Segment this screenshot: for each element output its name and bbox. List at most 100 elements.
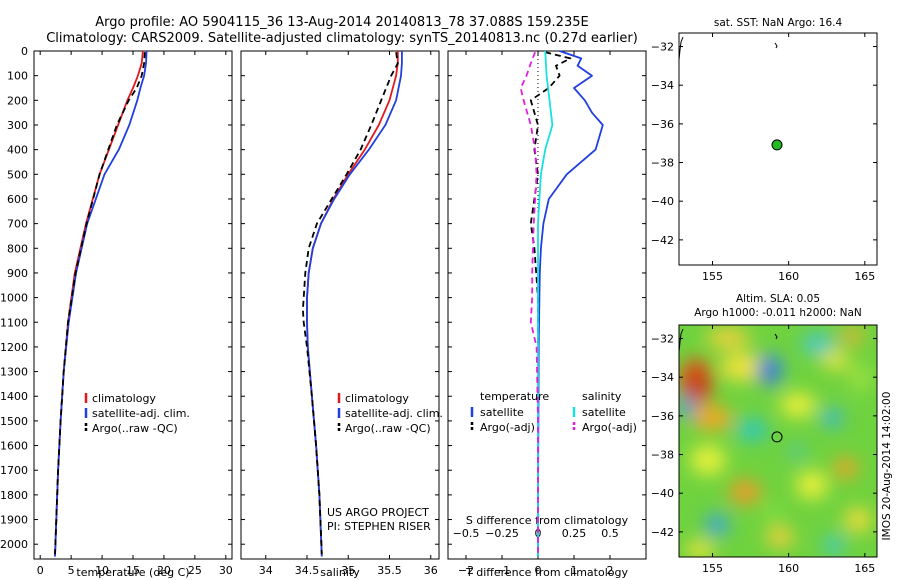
depth-tick-label: 200 bbox=[7, 94, 28, 107]
salinity-x-tick-label: 35.5 bbox=[377, 564, 402, 577]
series-lines bbox=[54, 50, 604, 557]
depth-tick-label: 1400 bbox=[0, 390, 28, 403]
depth-tick-label: 900 bbox=[7, 267, 28, 280]
depth-tick-label: 300 bbox=[7, 119, 28, 132]
diff-series-salinity-satellite bbox=[537, 50, 554, 557]
temperature-x-tick-label: 25 bbox=[188, 564, 202, 577]
sla-lat-label: −34 bbox=[651, 371, 674, 384]
salinity-series-argo bbox=[301, 52, 399, 555]
sst-map-title: sat. SST: NaN Argo: 16.4 bbox=[714, 17, 843, 29]
sst-coastline bbox=[678, 36, 684, 61]
depth-tick-label: 1000 bbox=[0, 292, 28, 305]
depth-tick-label: 1300 bbox=[0, 366, 28, 379]
temperature-series-climatology bbox=[54, 50, 144, 557]
depth-tick-label: 600 bbox=[7, 193, 28, 206]
temperature-x-tick-label: 10 bbox=[95, 564, 109, 577]
project-credit: US ARGO PROJECT bbox=[327, 506, 429, 519]
depth-tick-label: 1500 bbox=[0, 415, 28, 428]
depth-tick-label: 0 bbox=[21, 45, 28, 58]
sla-map-title: Altim. SLA: 0.05 bbox=[736, 293, 820, 305]
salinity-series-satellite-adj bbox=[306, 51, 403, 557]
depth-tick-label: 1700 bbox=[0, 464, 28, 477]
sla-lat-label: −32 bbox=[651, 333, 674, 346]
sla-heatmap bbox=[679, 325, 877, 557]
axes: 0100200300400500600700800900100011001200… bbox=[0, 33, 877, 579]
sla-lat-label: −36 bbox=[651, 410, 674, 423]
sla-coastline bbox=[678, 328, 684, 353]
diff-legend-label: satellite bbox=[582, 406, 626, 419]
diff-series-temperature-argo bbox=[529, 51, 572, 555]
temperature-legend-label: climatology bbox=[92, 392, 156, 405]
pi-credit: PI: STEPHEN RISER bbox=[327, 520, 431, 533]
temperature-x-tick-label: 0 bbox=[37, 564, 44, 577]
depth-tick-label: 2000 bbox=[0, 538, 28, 551]
temperature-panel bbox=[33, 50, 233, 560]
sla-lat-label: −42 bbox=[651, 526, 674, 539]
difference-x-tick-label: −1 bbox=[494, 564, 510, 577]
timestamp-stamp: IMOS 20-Aug-2014 14:02:00 bbox=[881, 392, 893, 541]
sla-lat-label: −38 bbox=[651, 449, 674, 462]
temperature-legend-label: satellite-adj. clim. bbox=[92, 407, 190, 420]
temperature-x-tick-label: 20 bbox=[157, 564, 171, 577]
sst-lat-label: −32 bbox=[651, 41, 674, 54]
sst-island bbox=[774, 42, 778, 49]
depth-tick-label: 800 bbox=[7, 242, 28, 255]
temperature-x-tick-label: 5 bbox=[68, 564, 75, 577]
sst-lat-label: −36 bbox=[651, 118, 674, 131]
depth-tick-label: 400 bbox=[7, 144, 28, 157]
sst-lon-label: 165 bbox=[854, 270, 875, 283]
salinity-legend-label: satellite-adj. clim. bbox=[345, 407, 443, 420]
difference-x-tick-label: 1 bbox=[571, 564, 578, 577]
diff-legend-heading: salinity bbox=[582, 390, 622, 403]
diff-legend-heading: temperature bbox=[480, 390, 549, 403]
salinity-x-tick-label: 35 bbox=[341, 564, 355, 577]
depth-tick-label: 1600 bbox=[0, 440, 28, 453]
sst-lat-label: −40 bbox=[651, 195, 674, 208]
sst-lon-label: 155 bbox=[702, 270, 723, 283]
temperature-series-satellite-adj bbox=[54, 50, 148, 557]
diff-series-salinity-argo bbox=[519, 51, 539, 555]
sla-lat-label: −40 bbox=[651, 487, 674, 500]
depth-tick-label: 500 bbox=[7, 168, 28, 181]
salinity-x-tick-label: 34 bbox=[259, 564, 273, 577]
salinity-diff-tick-label: −0.25 bbox=[485, 527, 519, 540]
sst-lat-label: −42 bbox=[651, 234, 674, 247]
salinity-panel bbox=[240, 50, 440, 560]
temperature-x-label: temperature (deg C) bbox=[76, 566, 189, 579]
salinity-x-tick-label: 36 bbox=[424, 564, 438, 577]
sla-map-panel bbox=[678, 324, 878, 558]
difference-x-tick-label: 2 bbox=[607, 564, 614, 577]
salinity-diff-tick-label: −0.5 bbox=[453, 527, 480, 540]
depth-tick-label: 1800 bbox=[0, 489, 28, 502]
sst-lat-label: −38 bbox=[651, 157, 674, 170]
depth-tick-label: 100 bbox=[7, 70, 28, 83]
diff-series-temperature-satellite bbox=[537, 50, 604, 557]
depth-tick-label: 1900 bbox=[0, 514, 28, 527]
diff-legend-label: satellite bbox=[480, 406, 524, 419]
sla-lon-label: 160 bbox=[778, 562, 799, 575]
salinity-diff-tick-label: 0.5 bbox=[601, 527, 619, 540]
depth-tick-label: 1100 bbox=[0, 316, 28, 329]
temperature-series-argo bbox=[54, 52, 146, 555]
sla-lon-label: 165 bbox=[854, 562, 875, 575]
salinity-diff-tick-label: 0.25 bbox=[562, 527, 587, 540]
difference-x-label: T difference from climatology bbox=[465, 566, 628, 579]
sst-lon-label: 160 bbox=[778, 270, 799, 283]
salinity-x-tick-label: 34.5 bbox=[295, 564, 320, 577]
sst-float-marker bbox=[771, 139, 783, 151]
difference-x-tick-label: −2 bbox=[458, 564, 474, 577]
sla-island bbox=[774, 333, 778, 340]
sla-lon-label: 155 bbox=[702, 562, 723, 575]
salinity-legend-label: climatology bbox=[345, 392, 409, 405]
depth-tick-label: 700 bbox=[7, 218, 28, 231]
temperature-legend-label: Argo(..raw -QC) bbox=[92, 422, 178, 435]
sst-lat-label: −34 bbox=[651, 79, 674, 92]
figure-title: Argo profile: AO 5904115_36 13-Aug-2014 … bbox=[95, 15, 588, 30]
diff-legend-label: Argo(-adj) bbox=[480, 421, 535, 434]
salinity-diff-label: S difference from climatology bbox=[466, 514, 629, 527]
map-markers bbox=[771, 139, 783, 443]
sla-float-marker bbox=[771, 431, 783, 443]
depth-tick-label: 1200 bbox=[0, 341, 28, 354]
temperature-x-tick-label: 30 bbox=[219, 564, 233, 577]
